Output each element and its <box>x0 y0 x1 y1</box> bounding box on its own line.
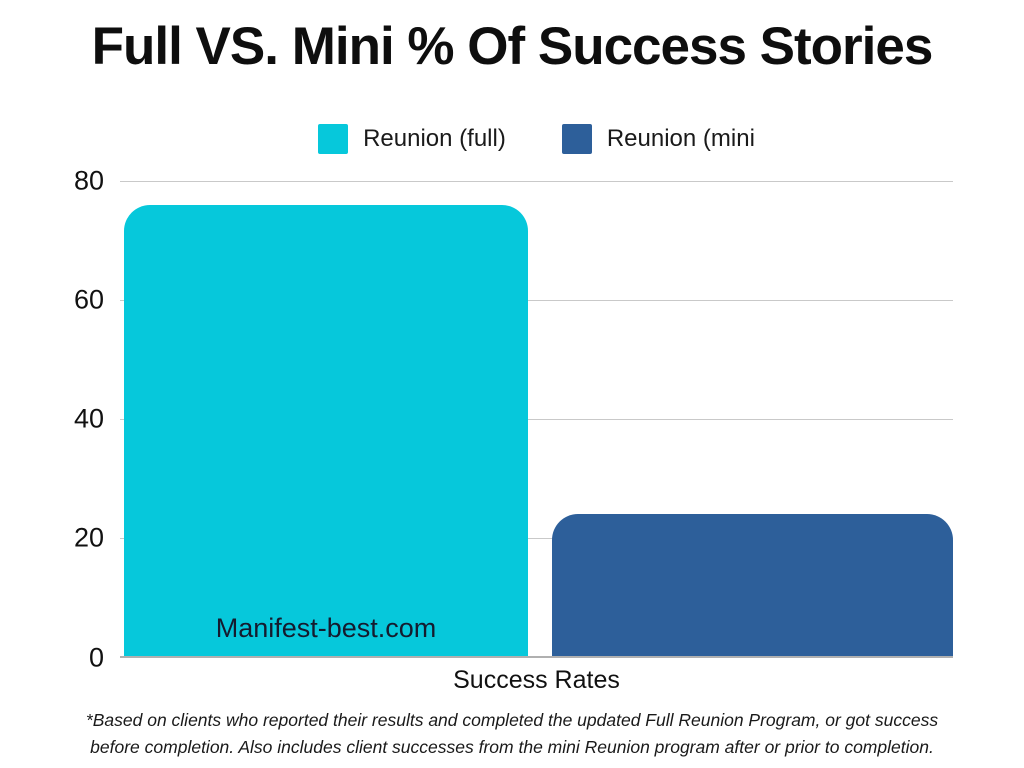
y-axis-tick-60: 60 <box>73 284 104 315</box>
legend-label-reunion-mini: Reunion (mini <box>606 125 755 152</box>
bar-reunion-mini <box>552 513 953 656</box>
legend-item-reunion-full: Reunion (full) <box>318 124 506 154</box>
x-axis-label: Success Rates <box>453 666 620 694</box>
y-axis-tick-0: 0 <box>88 642 104 673</box>
watermark-text: Manifest-best.com <box>215 613 437 643</box>
legend-swatch-full-icon <box>318 124 349 154</box>
gridline-40 <box>120 419 953 420</box>
footnote: *Based on clients who reported their res… <box>0 707 1024 761</box>
gridline-20 <box>120 538 953 539</box>
gridline-60 <box>120 300 953 301</box>
legend-item-reunion-mini: Reunion (mini <box>561 124 755 154</box>
legend-swatch-mini-icon <box>561 124 592 154</box>
bar-reunion-full: Manifest-best.com <box>124 204 528 656</box>
plot-area: Manifest-best.com <box>120 181 953 658</box>
legend-label-reunion-full: Reunion (full) <box>363 125 506 152</box>
y-axis-tick-40: 40 <box>73 403 104 434</box>
footnote-line-2: before completion. Also includes client … <box>90 737 934 758</box>
footnote-line-1: *Based on clients who reported their res… <box>85 710 939 730</box>
legend: Reunion (full) Reunion (mini <box>120 124 953 154</box>
page-title: Full VS. Mini % Of Success Stories <box>91 17 934 76</box>
y-axis-tick-80: 80 <box>73 165 104 196</box>
y-axis: 80 60 40 20 0 <box>0 166 104 673</box>
gridline-80 <box>120 181 953 182</box>
y-axis-tick-20: 20 <box>73 522 104 553</box>
